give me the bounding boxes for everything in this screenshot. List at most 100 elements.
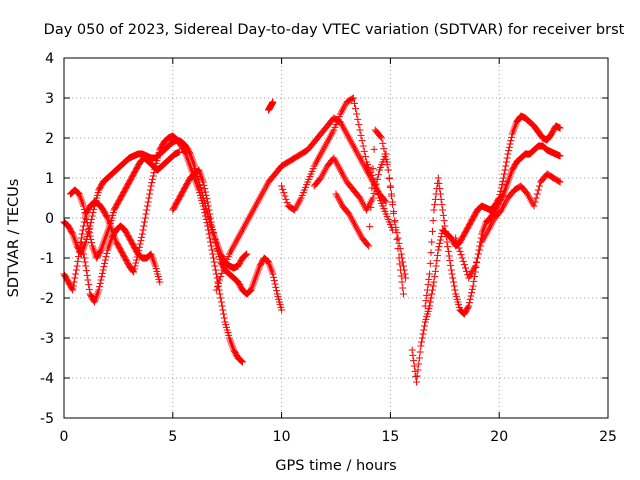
data-points: [60, 94, 564, 386]
y-tick-label: -1: [40, 251, 54, 267]
x-tick-label: 10: [273, 429, 291, 445]
data-point: [372, 180, 380, 188]
data-point: [101, 256, 109, 264]
data-point: [238, 357, 246, 365]
data-point: [393, 235, 401, 243]
data-point: [505, 143, 513, 151]
data-point: [132, 259, 140, 267]
data-point: [411, 367, 419, 375]
data-point: [453, 237, 461, 245]
y-tick-label: 1: [45, 171, 54, 187]
data-point: [81, 209, 89, 217]
data-point: [144, 198, 152, 206]
data-point: [199, 178, 207, 186]
data-point: [398, 278, 406, 286]
data-point: [103, 249, 111, 257]
data-point: [99, 266, 107, 274]
data-point: [454, 241, 462, 249]
data-point: [71, 274, 79, 282]
data-point: [447, 266, 455, 274]
data-point: [352, 105, 360, 113]
data-point: [436, 185, 444, 193]
data-point: [423, 291, 431, 299]
data-point: [81, 258, 89, 266]
data-point: [442, 233, 450, 241]
data-point: [429, 217, 437, 225]
data-point: [102, 253, 110, 261]
data-point: [420, 326, 428, 334]
data-point: [185, 149, 193, 157]
data-point: [148, 179, 156, 187]
data-point: [424, 281, 432, 289]
data-point: [426, 270, 434, 278]
data-point: [146, 186, 154, 194]
data-point: [72, 270, 80, 278]
data-point: [400, 266, 408, 274]
data-point: [410, 362, 418, 370]
data-point: [220, 314, 228, 322]
data-point: [465, 299, 473, 307]
data-point: [211, 235, 219, 243]
axis-ticks: 0 5 10 15 20 25 -5 -4 -3 -2 -1 0 1 2 3 4: [40, 51, 617, 445]
data-point: [98, 269, 106, 277]
data-point: [399, 284, 407, 292]
data-point: [86, 232, 94, 240]
data-point: [532, 194, 540, 202]
data-point: [435, 243, 443, 251]
y-axis-label: SDTVAR / TECUs: [6, 179, 22, 298]
data-point: [397, 272, 405, 280]
data-point: [465, 302, 473, 310]
data-point: [201, 185, 209, 193]
data-point: [95, 286, 103, 294]
data-point: [85, 281, 93, 289]
data-point: [85, 229, 93, 237]
data-point: [420, 322, 428, 330]
data-point: [80, 250, 88, 258]
data-point: [384, 166, 392, 174]
data-point: [369, 174, 377, 182]
data-point: [354, 115, 362, 123]
data-point: [501, 166, 509, 174]
data-point: [387, 192, 395, 200]
x-tick-label: 20: [490, 429, 508, 445]
data-point: [460, 261, 468, 269]
data-point: [241, 251, 249, 259]
data-point: [434, 174, 442, 182]
data-point: [219, 306, 227, 314]
data-point: [70, 278, 78, 286]
data-point: [503, 154, 511, 162]
data-point: [360, 147, 368, 155]
data-point: [432, 262, 440, 270]
data-point: [441, 222, 449, 230]
data-point: [210, 232, 218, 240]
data-point: [477, 242, 485, 250]
data-point: [531, 198, 539, 206]
data-point: [398, 254, 406, 262]
data-point: [381, 150, 389, 158]
data-point: [401, 270, 409, 278]
data-point: [208, 246, 216, 254]
data-point: [270, 277, 278, 285]
data-point: [139, 226, 147, 234]
data-point: [209, 225, 217, 233]
data-point: [437, 195, 445, 203]
data-point: [280, 189, 288, 197]
data-point: [349, 94, 357, 102]
data-point: [202, 191, 210, 199]
data-point: [502, 162, 510, 170]
data-point: [499, 177, 507, 185]
chart-title: Day 050 of 2023, Sidereal Day-to-day VTE…: [44, 22, 625, 38]
data-point: [461, 264, 469, 272]
data-point: [130, 265, 138, 273]
data-point: [377, 133, 385, 141]
data-point: [418, 334, 426, 342]
data-point: [209, 254, 217, 262]
data-point: [556, 178, 564, 186]
data-point: [90, 205, 98, 213]
data-point: [211, 262, 219, 270]
data-point: [428, 238, 436, 246]
data-point: [218, 269, 226, 277]
data-point: [369, 165, 377, 173]
data-point: [97, 276, 105, 284]
